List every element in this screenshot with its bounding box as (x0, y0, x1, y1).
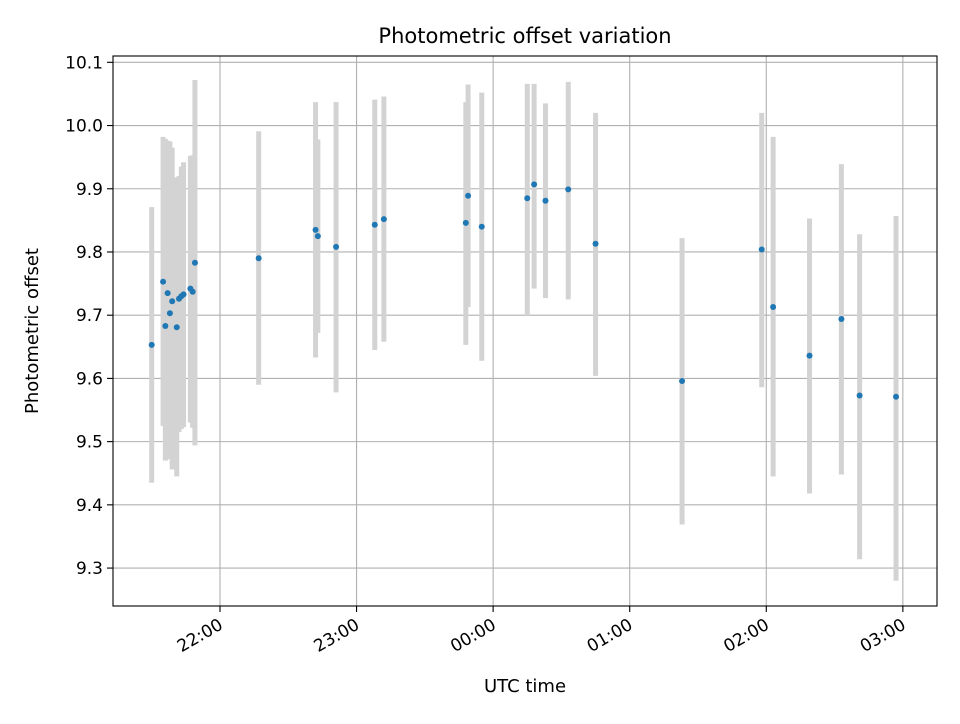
data-point (478, 223, 485, 230)
y-tick-label: 10.0 (65, 117, 103, 137)
data-point (758, 246, 765, 253)
data-points (148, 181, 900, 400)
data-point (189, 288, 196, 295)
data-point (314, 233, 321, 240)
data-point (462, 219, 469, 226)
data-point (565, 186, 572, 193)
data-point (592, 240, 599, 247)
data-point (255, 255, 262, 262)
data-point (312, 226, 319, 233)
data-point (180, 291, 187, 298)
data-point (173, 324, 180, 331)
y-tick-label: 9.6 (76, 369, 103, 389)
plot-frame (112, 55, 938, 607)
data-point (465, 192, 472, 199)
data-point (524, 195, 531, 202)
data-point (371, 221, 378, 228)
y-tick-label: 10.1 (65, 53, 103, 73)
data-point (542, 197, 549, 204)
data-point (531, 181, 538, 188)
data-point (838, 315, 845, 322)
data-point (164, 290, 171, 297)
data-point (162, 322, 169, 329)
y-tick-label: 9.7 (76, 306, 103, 326)
y-axis-label: Photometric offset (22, 248, 43, 414)
data-point (333, 243, 340, 250)
data-point (166, 310, 173, 317)
data-point (160, 278, 167, 285)
chart-title: Photometric offset variation (378, 24, 671, 48)
data-point (380, 216, 387, 223)
data-point (770, 303, 777, 310)
y-tick-label: 9.9 (76, 180, 103, 200)
data-point (893, 393, 900, 400)
y-tick-label: 9.5 (76, 433, 103, 453)
data-point (679, 377, 686, 384)
data-point (856, 392, 863, 399)
y-tick-label: 9.4 (76, 496, 103, 516)
x-axis-label: UTC time (484, 676, 566, 697)
y-tick-label: 9.8 (76, 243, 103, 263)
data-point (148, 341, 155, 348)
data-point (191, 259, 198, 266)
grid (113, 56, 937, 606)
y-tick-label: 9.3 (76, 559, 103, 579)
data-point (806, 352, 813, 359)
data-point (169, 298, 176, 305)
